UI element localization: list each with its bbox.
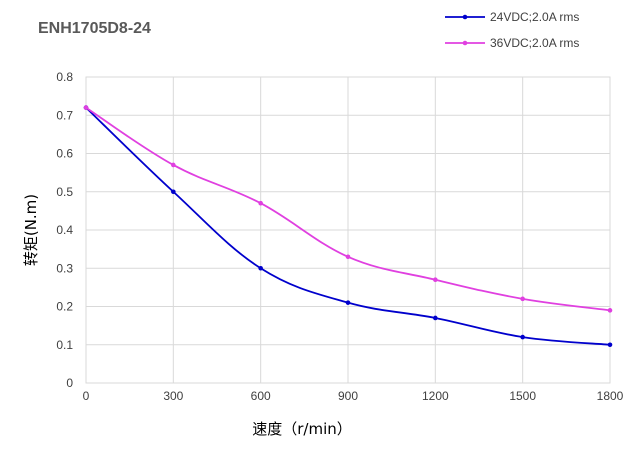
series-lines [83,105,613,348]
y-tick-label: 0.6 [56,147,73,161]
y-tick-label: 0.2 [56,300,73,314]
series-2-point [345,254,351,260]
x-tick-label: 1200 [422,389,449,403]
x-tick-label: 900 [338,389,358,403]
series-1-point [607,342,613,348]
series-2-point [171,162,176,168]
x-tick-label: 300 [163,389,183,403]
y-tick-label: 0 [66,376,73,390]
y-axis-ticks: 0 0.1 0.2 0.3 0.4 0.5 0.6 0.7 0.8 [56,70,73,390]
series-2-point [258,200,263,206]
x-tick-label: 0 [83,389,90,403]
series-1-point [345,300,351,305]
legend-marker [462,14,468,20]
series-1-point [520,334,525,340]
y-tick-label: 0.4 [56,223,73,237]
x-tick-label: 600 [251,389,271,403]
legend-marker [462,40,468,46]
series-2-point [520,296,525,302]
y-tick-label: 0.1 [56,338,73,352]
legend: 24VDC;2.0A rms 36VDC;2.0A rms [445,10,579,50]
series-2-point [607,308,613,313]
x-tick-label: 1800 [597,389,624,403]
legend-label: 36VDC;2.0A rms [490,36,579,50]
series-1-point [433,315,438,321]
series-2-point [83,105,89,110]
series-1-point [171,189,176,195]
y-tick-label: 0.7 [56,108,73,122]
series-2-point [433,277,438,283]
y-tick-label: 0.3 [56,261,73,275]
y-axis-label: 转矩(N.m) [22,194,40,266]
x-axis-ticks: 0 300 600 900 1200 1500 1800 [83,389,624,403]
chart-title: ENH1705D8-24 [38,20,151,37]
x-axis-label: 速度（r/min） [252,420,352,438]
y-tick-label: 0.5 [56,185,73,199]
legend-label: 24VDC;2.0A rms [490,10,579,24]
plot-frame [85,76,611,384]
y-tick-label: 0.8 [56,70,73,84]
gridlines [85,76,611,384]
x-tick-label: 1500 [509,389,536,403]
series-1-point [258,265,263,271]
